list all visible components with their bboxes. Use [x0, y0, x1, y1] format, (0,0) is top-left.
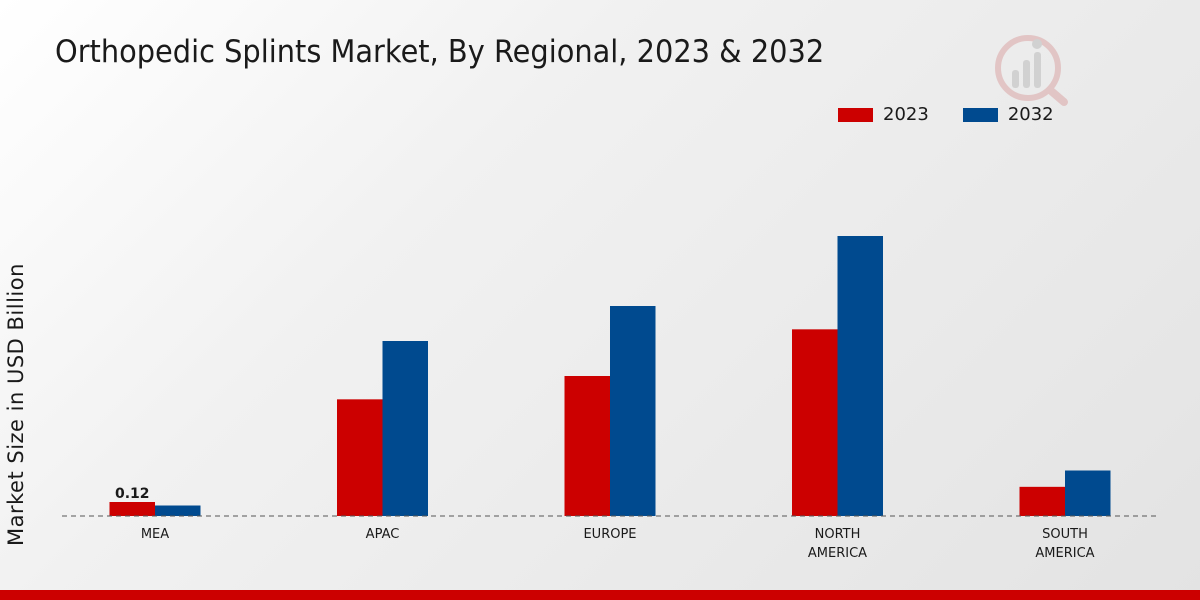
bar-south-america-2023: [1019, 486, 1065, 516]
bar-europe-2032: [610, 306, 656, 516]
bar-apac-2032: [382, 341, 428, 516]
legend-item-2032: 2032: [962, 104, 1054, 125]
bar-mea-2032: [155, 505, 201, 516]
x-tick-label: EUROPE: [583, 527, 636, 542]
x-tick-label: NORTH AMERICA: [808, 527, 867, 561]
x-tick-label: SOUTH AMERICA: [1035, 527, 1094, 561]
legend-swatch-2032: [962, 107, 998, 122]
legend-label-2032: 2032: [1007, 104, 1054, 125]
x-tick-label: MEA: [141, 527, 169, 542]
bar-south-america-2032: [1065, 470, 1111, 516]
footer-accent-bar: [0, 590, 1200, 600]
legend-item-2023: 2023: [838, 104, 929, 125]
chart-title: Orthopedic Splints Market, By Regional, …: [55, 34, 825, 70]
legend: 2023 2032: [838, 104, 1088, 125]
bar-apac-2023: [337, 399, 383, 516]
x-tick-label: APAC: [366, 527, 400, 542]
bar-north-america-2023: [792, 329, 838, 516]
market-research-logo-icon: [995, 35, 1068, 106]
bar-europe-2023: [564, 376, 610, 516]
bar-mea-2023: [109, 502, 155, 516]
legend-label-2023: 2023: [883, 104, 929, 125]
legend-swatch-2023: [838, 107, 873, 122]
data-label: 0.12: [115, 486, 150, 502]
bar-north-america-2032: [837, 236, 883, 516]
